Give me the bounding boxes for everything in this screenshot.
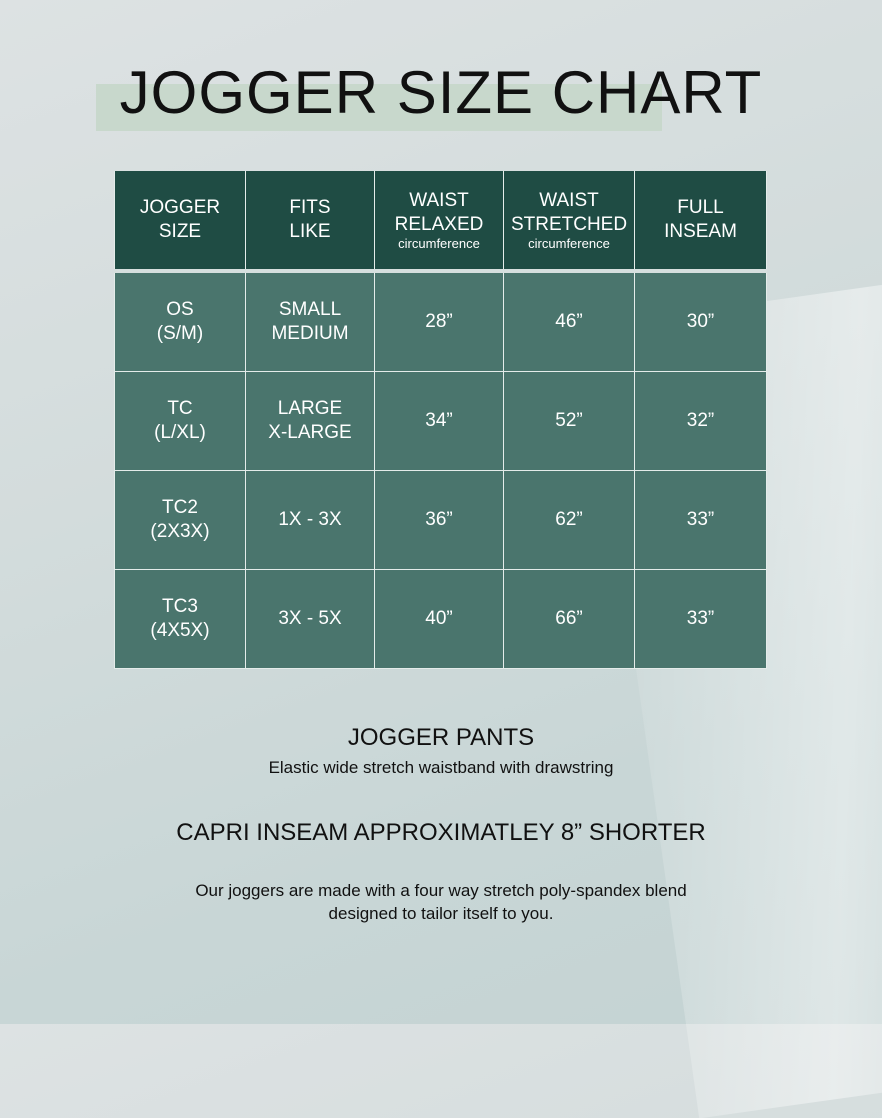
size-table: JOGGER SIZE FITS LIKE WAIST RELAXED circumfere… [114, 171, 767, 669]
cell-text: (4X5X) [150, 620, 210, 641]
table-cell: 32” [634, 371, 767, 471]
header-text: RELAXED [394, 214, 484, 235]
table-cell: TC2 (2X3X) [114, 470, 246, 570]
cell-text: 52” [555, 410, 583, 431]
table-cell: 30” [634, 270, 767, 372]
cell-text: 33” [686, 509, 715, 530]
table-cell: OS (S/M) [114, 270, 246, 372]
table-cell: 28” [374, 270, 504, 372]
table-cell: 33” [634, 569, 767, 669]
header-text: LIKE [289, 221, 331, 242]
table-row: TC3 (4X5X) 3X - 5X 40” 66” 33” [114, 569, 767, 669]
cell-text: 33” [686, 608, 715, 629]
table-cell: 3X - 5X [245, 569, 375, 669]
fabric-note-line: Our joggers are made with a four way str… [195, 881, 687, 900]
cell-text: (2X3X) [150, 521, 210, 542]
header-text: JOGGER [139, 197, 221, 218]
table-cell: 62” [503, 470, 635, 570]
header-text: FITS [289, 197, 331, 218]
header-text: STRETCHED [510, 214, 628, 235]
header-text: WAIST [539, 190, 599, 211]
cell-text: 46” [555, 311, 583, 332]
table-cell: 40” [374, 569, 504, 669]
cell-text: 62” [555, 509, 583, 530]
table-cell: 34” [374, 371, 504, 471]
cell-text: (L/XL) [154, 422, 206, 443]
cell-text: X-LARGE [268, 422, 352, 443]
cell-text: 1X - 3X [278, 509, 342, 530]
column-header: WAIST STRETCHED circumference [503, 171, 635, 273]
cell-text: TC [167, 398, 193, 419]
header-row: JOGGER SIZE FITS LIKE WAIST RELAXED circumfere… [114, 171, 767, 273]
header-text: circumference [398, 236, 480, 251]
table-cell: 36” [374, 470, 504, 570]
table-cell: 46” [503, 270, 635, 372]
table-cell: TC3 (4X5X) [114, 569, 246, 669]
waistband-note: Elastic wide stretch waistband with draw… [268, 758, 614, 777]
cell-text: TC2 [162, 497, 198, 518]
column-header: JOGGER SIZE [114, 171, 246, 273]
cell-text: MEDIUM [271, 323, 349, 344]
table-cell: LARGE X-LARGE [245, 371, 375, 471]
header-text: WAIST [409, 190, 469, 211]
table-row: OS (S/M) SMALL MEDIUM 28” 46” 30” [114, 270, 767, 372]
fabric-note-line: designed to tailor itself to you. [328, 904, 554, 923]
fabric-note: Our joggers are made with a four way str… [0, 879, 882, 925]
cell-text: LARGE [277, 398, 343, 419]
table-cell: 52” [503, 371, 635, 471]
title-highlight [96, 84, 662, 131]
cell-text: 30” [686, 311, 715, 332]
column-header: FULL INSEAM [634, 171, 767, 273]
jogger-pants-heading: JOGGER PANTS [347, 724, 535, 751]
cell-text: 32” [686, 410, 715, 431]
cell-text: OS [166, 299, 194, 320]
cell-text: 40” [425, 608, 453, 629]
header-text: SIZE [158, 221, 202, 242]
column-header: FITS LIKE [245, 171, 375, 273]
page-title: JOGGER SIZE CHART [119, 59, 763, 126]
cell-text: TC3 [162, 596, 198, 617]
cell-text: (S/M) [156, 323, 204, 344]
cell-text: SMALL [278, 299, 342, 320]
table-cell: SMALL MEDIUM [245, 270, 375, 372]
table-cell: 33” [634, 470, 767, 570]
header-text: INSEAM [664, 221, 737, 242]
table-row: TC2 (2X3X) 1X - 3X 36” 62” 33” [114, 470, 767, 570]
cell-text: 28” [425, 311, 453, 332]
column-header: WAIST RELAXED circumference [374, 171, 504, 273]
table-cell: 1X - 3X [245, 470, 375, 570]
cell-text: 66” [555, 608, 583, 629]
table-cell: TC (L/XL) [114, 371, 246, 471]
cell-text: 3X - 5X [278, 608, 342, 629]
header-text: circumference [528, 236, 610, 251]
table-row: TC (L/XL) LARGE X-LARGE 34” 52” 32” [114, 371, 767, 471]
cell-text: 34” [425, 410, 453, 431]
table-cell: 66” [503, 569, 635, 669]
cell-text: 36” [425, 509, 453, 530]
capri-note: CAPRI INSEAM APPROXIMATLEY 8” SHORTER [176, 819, 706, 846]
header-text: FULL [677, 197, 724, 218]
